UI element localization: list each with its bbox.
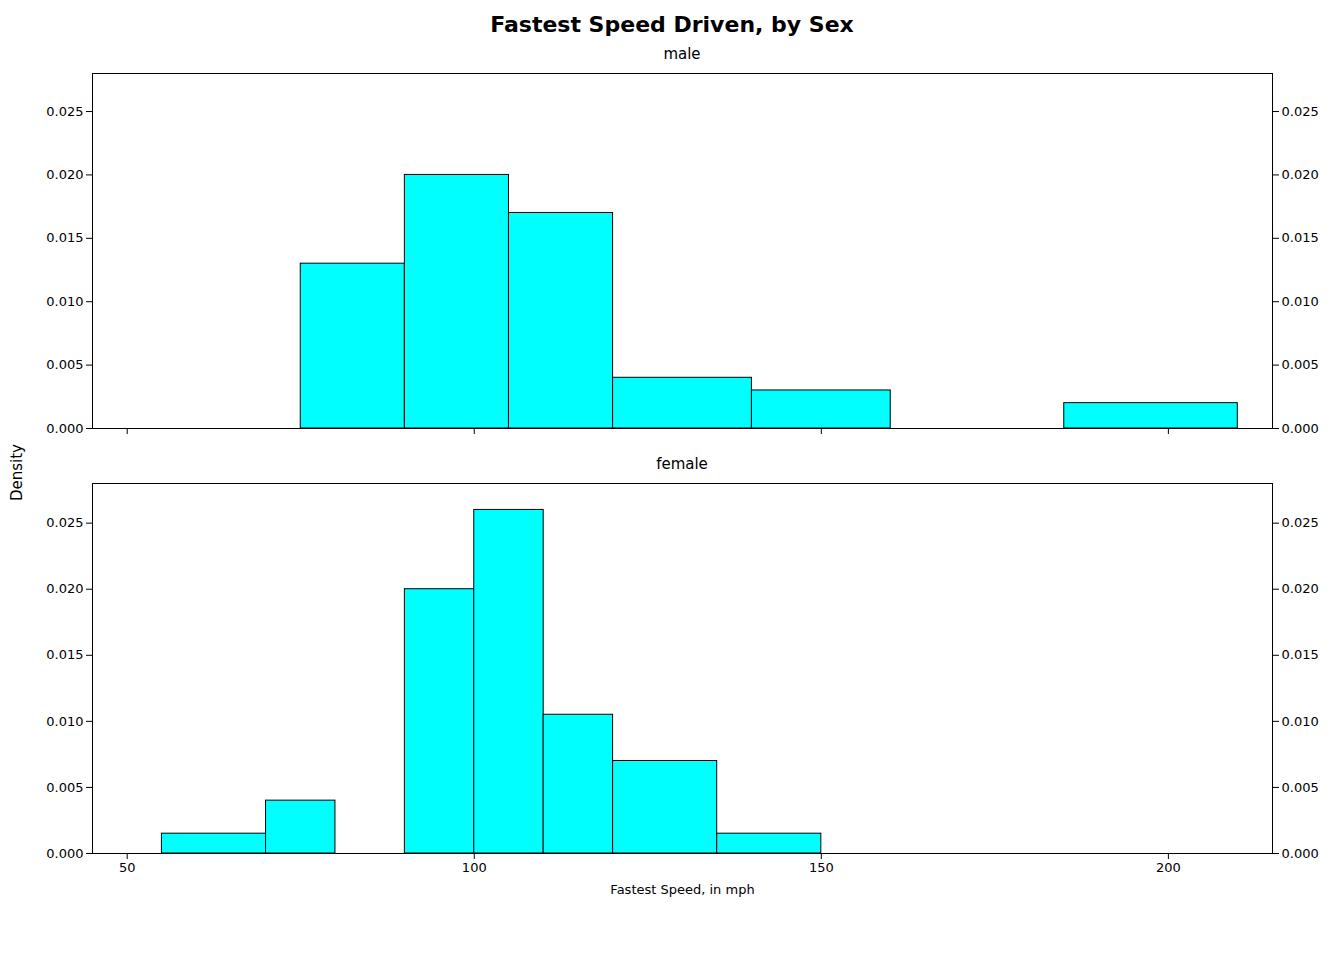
svg-text:0.015: 0.015 [1282,230,1319,245]
svg-text:0.000: 0.000 [46,421,83,436]
html-text:Density: Density [8,444,26,502]
svg-text:100: 100 [462,860,487,875]
svg-text:0.010: 0.010 [46,294,83,309]
svg-text:0.000: 0.000 [1282,421,1319,436]
svg-text:0.000: 0.000 [1282,846,1319,861]
svg-text:0.025: 0.025 [1282,515,1319,530]
svg-text:0.010: 0.010 [46,714,83,729]
html-text:male: male [663,45,701,63]
svg-text:0.025: 0.025 [1282,104,1319,119]
svg-text:0.005: 0.005 [1282,780,1319,795]
svg-text:Fastest Speed, in mph: Fastest Speed, in mph [610,882,754,897]
svg-text:0.020: 0.020 [46,581,83,596]
svg-text:0.005: 0.005 [1282,357,1319,372]
html-text:Fastest Speed Driven, by Sex: Fastest Speed Driven, by Sex [490,12,854,37]
svg-text:150: 150 [809,860,834,875]
svg-text:0.010: 0.010 [1282,294,1319,309]
html-text:female: female [656,455,708,473]
svg-text:0.010: 0.010 [1282,714,1319,729]
svg-text:0.000: 0.000 [46,846,83,861]
svg-text:0.020: 0.020 [1282,167,1319,182]
svg-text:0.015: 0.015 [1282,647,1319,662]
svg-text:0.020: 0.020 [46,167,83,182]
svg-text:0.015: 0.015 [46,647,83,662]
svg-text:0.025: 0.025 [46,515,83,530]
svg-text:0.005: 0.005 [46,357,83,372]
svg-text:200: 200 [1156,860,1181,875]
svg-text:0.025: 0.025 [46,104,83,119]
svg-text:0.005: 0.005 [46,780,83,795]
svg-text:0.015: 0.015 [46,230,83,245]
svg-text:50: 50 [119,860,136,875]
svg-text:0.020: 0.020 [1282,581,1319,596]
